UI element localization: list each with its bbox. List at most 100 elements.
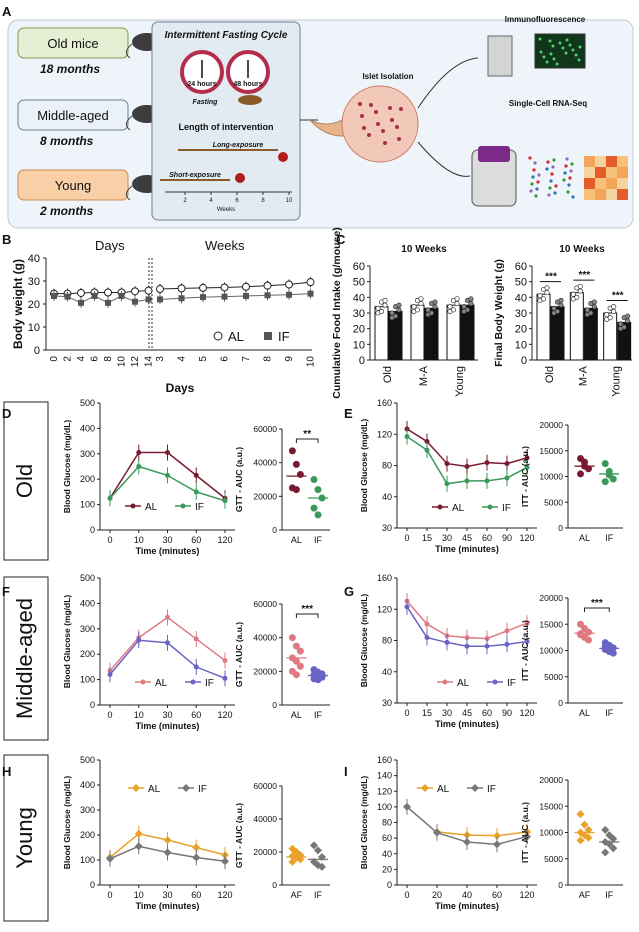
cell-dot — [367, 133, 371, 137]
y-tick-label: 0 — [272, 700, 277, 710]
significance-label: *** — [612, 290, 624, 301]
fluor-dot — [565, 38, 569, 42]
x-tick-label: 30 — [162, 710, 172, 720]
data-point — [222, 498, 228, 504]
umap-dot — [528, 156, 532, 160]
data-point — [51, 292, 57, 299]
cell-dot — [362, 126, 366, 130]
data-point — [577, 288, 583, 294]
y-tick-label: 20 — [382, 864, 392, 874]
data-point — [484, 478, 490, 484]
data-point — [504, 641, 510, 647]
data-point — [577, 470, 584, 478]
data-point — [523, 832, 531, 841]
weeks-tick: 2 — [183, 198, 187, 204]
data-point — [447, 304, 453, 310]
legend-label: AL — [457, 678, 470, 689]
data-point — [444, 481, 450, 487]
data-point — [461, 304, 467, 310]
data-point — [220, 283, 229, 292]
x-tick-label: 15 — [422, 533, 432, 543]
weeks-tick: 6 — [235, 198, 239, 204]
data-point — [418, 296, 424, 302]
y-axis-title: GTT - AUC (a.u.) — [234, 803, 244, 868]
panel-h: 0 100 200 300 400 500 0 10 30 60 120 Time (minutes)… — [62, 755, 235, 911]
heatmap-cell — [617, 189, 628, 200]
x-tick-label: Young — [454, 366, 466, 397]
y-tick-label: 40000 — [253, 458, 277, 468]
data-point — [577, 283, 583, 289]
data-point — [310, 504, 318, 512]
y-axis-title: Blood Glucose (mg/dL) — [359, 776, 369, 870]
x-tick-label: 10 — [306, 356, 317, 368]
x-tick-label: 30 — [162, 890, 172, 900]
x-tick-label: 20 — [432, 890, 442, 900]
mouse-tail-icon — [126, 115, 133, 131]
x-tick-label: AL — [291, 710, 302, 720]
data-point — [432, 299, 438, 305]
x-tick-label: 0 — [404, 890, 409, 900]
y-tick-label: 160 — [377, 573, 392, 583]
heatmap-cell — [595, 156, 606, 167]
bar-al — [536, 293, 551, 361]
panel-letter-a: A — [2, 4, 12, 19]
panel-c1: 0 10 20 30 40 50 60 10 Weeks Cumulative Food Int… — [331, 227, 478, 399]
data-point — [314, 511, 322, 519]
data-point — [288, 634, 296, 642]
legend-marker — [487, 504, 493, 510]
y-tick-label: 0 — [272, 880, 277, 890]
umap-dot — [562, 178, 566, 182]
bar-if — [460, 304, 475, 361]
data-point — [585, 636, 592, 644]
y-tick-label: 20 — [28, 299, 40, 311]
y-tick-label: 20000 — [539, 420, 563, 430]
x-tick-label: 10 — [117, 356, 128, 368]
bar-al — [569, 292, 584, 361]
blood-drop-icon — [278, 152, 288, 162]
data-point — [544, 285, 550, 291]
data-point — [444, 639, 450, 645]
y-tick-label: 15000 — [539, 801, 563, 811]
y-tick-label: 0 — [359, 355, 365, 367]
umap-dot — [568, 176, 572, 180]
umap-dot — [545, 167, 549, 171]
x-tick-label: Old — [544, 366, 556, 383]
data-point — [307, 290, 314, 297]
significance-label: *** — [591, 598, 603, 609]
x-tick-label: 4 — [76, 356, 87, 362]
y-tick-label: 40 — [382, 849, 392, 859]
data-point — [242, 282, 250, 291]
data-point — [389, 310, 395, 316]
section-weeks: Weeks — [205, 238, 245, 253]
row-label-box — [3, 401, 49, 561]
data-point — [609, 834, 618, 843]
legend-marker — [264, 332, 272, 340]
y-tick-label: 20000 — [253, 491, 277, 501]
data-point — [558, 302, 564, 308]
y-tick-label: 20 — [515, 324, 527, 336]
y-axis-title: Blood Glucose (mg/dL) — [62, 420, 72, 514]
x-tick-label: M-A — [418, 365, 430, 386]
y-tick-label: 100 — [80, 855, 95, 865]
data-point — [199, 283, 207, 292]
fluor-dot — [577, 58, 581, 62]
x-tick-label: IF — [605, 890, 614, 900]
legend-marker — [471, 784, 479, 792]
data-point — [570, 291, 576, 297]
cell-dot — [399, 107, 403, 111]
x-tick-label: 90 — [502, 533, 512, 543]
row-label: Old — [12, 464, 37, 498]
fluor-dot — [551, 44, 555, 48]
x-tick-label: IF — [605, 708, 614, 718]
y-tick-label: 15000 — [539, 446, 563, 456]
data-point — [618, 321, 624, 327]
x-tick-label: 14 — [144, 356, 155, 368]
data-point — [609, 475, 617, 483]
data-point — [221, 857, 229, 866]
y-tick-label: 0 — [90, 700, 95, 710]
data-point — [310, 841, 318, 850]
data-point — [468, 296, 474, 302]
umap-dot — [536, 180, 540, 184]
arrow — [417, 57, 479, 109]
